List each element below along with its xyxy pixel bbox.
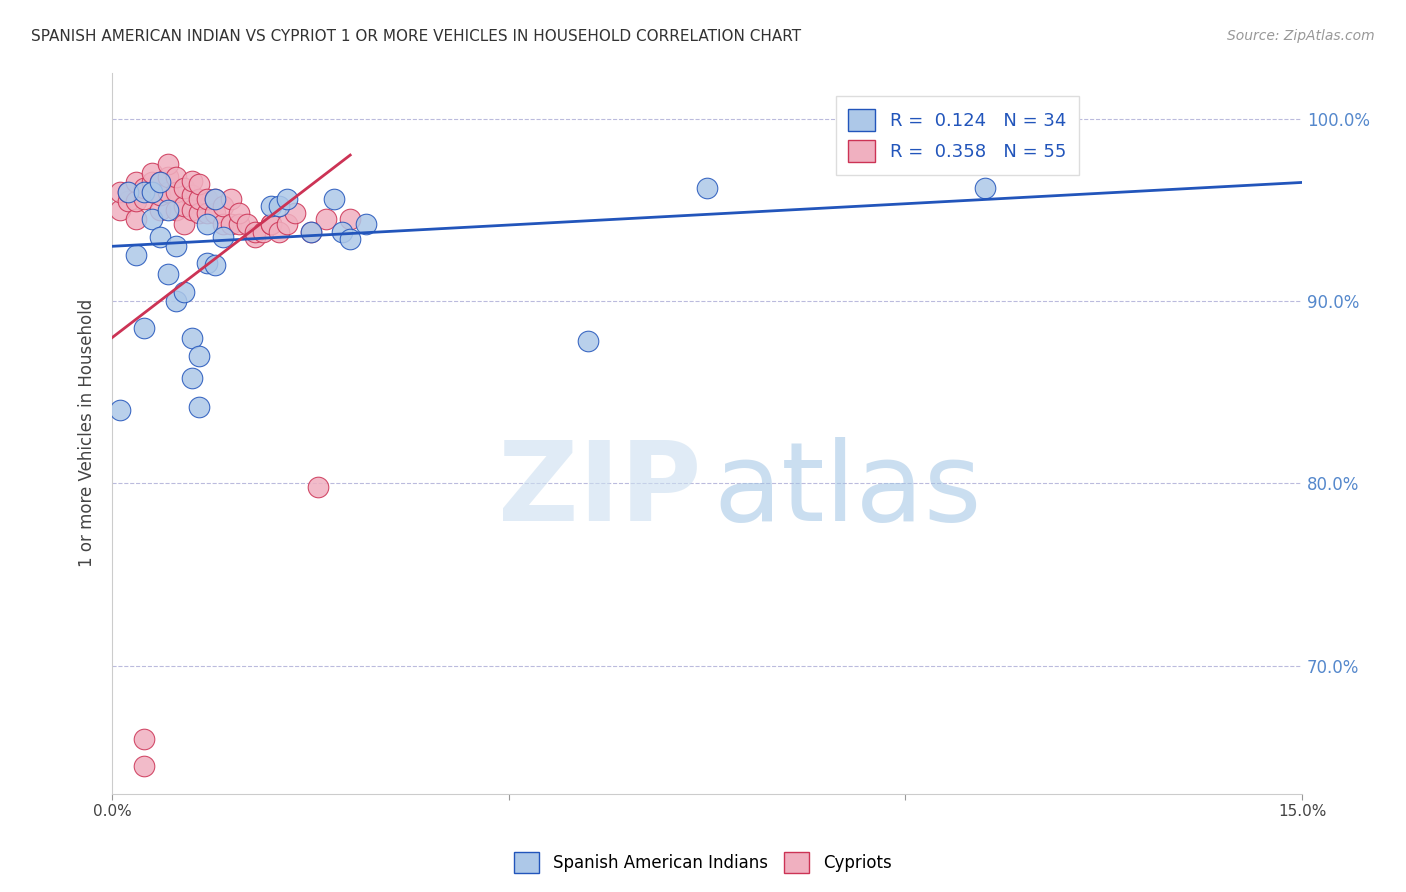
Point (117, 185, 139, 199)
Point (252, 225, 274, 239)
Point (243, 225, 266, 239)
Point (108, 403, 131, 417)
Point (576, 334, 599, 348)
Point (696, 181, 718, 195)
Point (284, 206, 307, 220)
Point (180, 173, 202, 187)
Point (149, 188, 172, 202)
Point (132, 759, 155, 773)
Point (267, 199, 290, 213)
Point (276, 218, 298, 232)
Point (197, 218, 219, 232)
Point (125, 211, 148, 226)
Point (156, 157, 179, 171)
Point (299, 225, 322, 239)
Point (188, 178, 211, 192)
Point (204, 206, 226, 220)
Point (141, 185, 163, 199)
Point (212, 199, 235, 213)
Point (132, 181, 155, 195)
Point (180, 202, 202, 217)
Point (180, 370, 202, 384)
Text: Source: ZipAtlas.com: Source: ZipAtlas.com (1227, 29, 1375, 43)
Point (149, 176, 172, 190)
Point (156, 202, 179, 217)
Point (173, 285, 195, 299)
Point (117, 194, 139, 208)
Point (188, 206, 211, 220)
Point (197, 192, 219, 206)
Point (165, 239, 187, 253)
Point (165, 202, 187, 217)
Point (149, 230, 172, 244)
Point (204, 192, 226, 206)
Point (173, 199, 195, 213)
Point (243, 230, 266, 244)
Point (180, 188, 202, 202)
Point (156, 185, 179, 199)
Point (141, 185, 163, 199)
Point (354, 218, 377, 232)
Point (165, 293, 187, 308)
Point (188, 349, 211, 363)
Point (219, 218, 242, 232)
Point (236, 218, 259, 232)
Point (108, 185, 131, 199)
Point (204, 192, 226, 206)
Point (141, 176, 163, 190)
Point (132, 321, 155, 335)
Point (173, 181, 195, 195)
Point (315, 211, 337, 226)
Point (156, 267, 179, 281)
Point (156, 169, 179, 184)
Point (212, 218, 235, 232)
Point (260, 218, 283, 232)
Point (132, 185, 155, 199)
Point (339, 232, 361, 246)
Point (228, 218, 250, 232)
Point (165, 169, 187, 184)
Point (197, 206, 219, 220)
Point (260, 218, 283, 232)
Point (197, 256, 219, 270)
Point (132, 731, 155, 746)
Text: SPANISH AMERICAN INDIAN VS CYPRIOT 1 OR MORE VEHICLES IN HOUSEHOLD CORRELATION C: SPANISH AMERICAN INDIAN VS CYPRIOT 1 OR … (31, 29, 801, 44)
Point (299, 225, 322, 239)
Point (132, 192, 155, 206)
Point (228, 206, 250, 220)
Point (117, 185, 139, 199)
Point (125, 176, 148, 190)
Point (180, 330, 202, 344)
Point (188, 192, 211, 206)
Point (212, 230, 235, 244)
Point (204, 258, 226, 272)
Y-axis label: 1 or more Vehicles in Household: 1 or more Vehicles in Household (79, 299, 96, 567)
Point (173, 218, 195, 232)
Point (330, 225, 353, 239)
Text: ZIP: ZIP (498, 437, 702, 544)
Point (149, 176, 172, 190)
Point (267, 225, 290, 239)
Point (219, 192, 242, 206)
Point (141, 211, 163, 226)
Legend: Spanish American Indians, Cypriots: Spanish American Indians, Cypriots (508, 846, 898, 880)
Point (165, 185, 187, 199)
Point (339, 211, 361, 226)
Point (141, 166, 163, 180)
Point (260, 199, 283, 213)
Text: atlas: atlas (713, 437, 981, 544)
Point (973, 181, 995, 195)
Point (149, 202, 172, 217)
Legend: R =  0.124   N = 34, R =  0.358   N = 55: R = 0.124 N = 34, R = 0.358 N = 55 (835, 96, 1078, 175)
Point (125, 194, 148, 208)
Point (125, 248, 148, 262)
Point (108, 202, 131, 217)
Point (308, 480, 330, 494)
Point (323, 192, 346, 206)
Point (276, 192, 298, 206)
Point (188, 400, 211, 414)
